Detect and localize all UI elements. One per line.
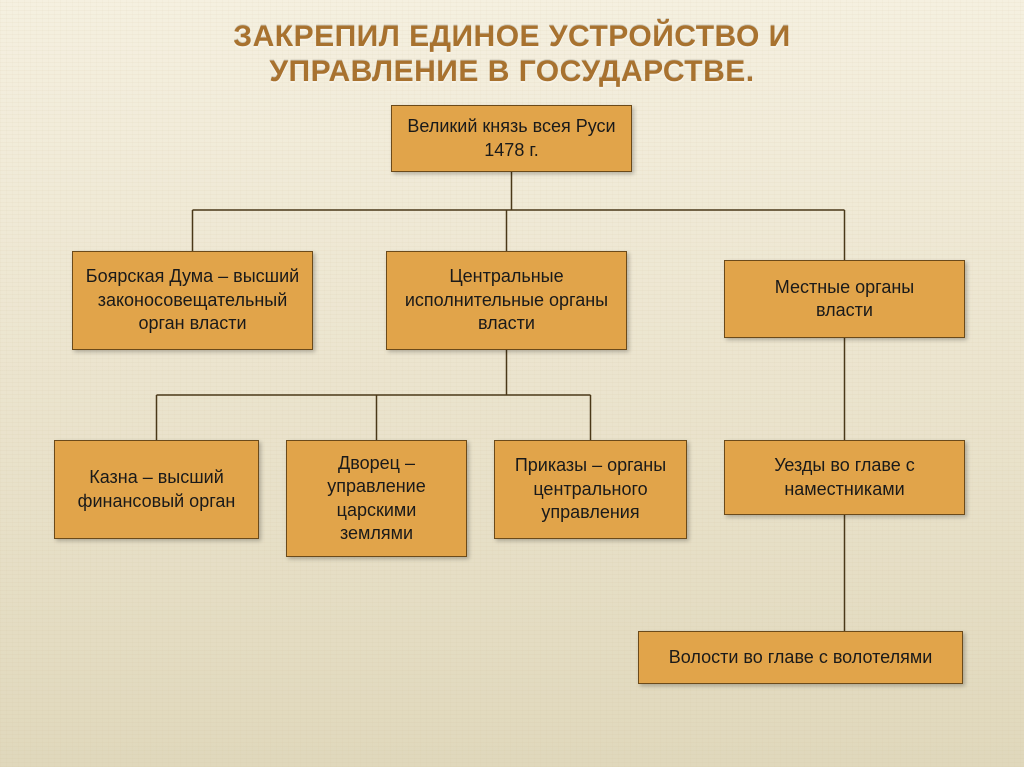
node-prikazy-l1: Приказы – органы (515, 455, 666, 475)
title-line1: ЗАКРЕПИЛ ЕДИНОЕ УСТРОЙСТВО И (233, 20, 790, 53)
node-root-l1: Великий князь всея Руси (407, 116, 615, 136)
node-root-l2: 1478 г. (484, 140, 538, 160)
node-dvorets-l2: управление (327, 476, 425, 496)
node-dvorets-l1: Дворец – (338, 453, 415, 473)
node-central-l3: власти (478, 313, 535, 333)
node-prikazy-l2: центрального (533, 479, 647, 499)
node-kazna-l1: Казна – высший (89, 467, 224, 487)
node-prikazy: Приказы – органы центрального управления (494, 440, 687, 539)
node-volosti-l1: Волости во главе с волотелями (669, 646, 933, 669)
node-uezdy: Уезды во главе с наместниками (724, 440, 965, 515)
page-title: ЗАКРЕПИЛ ЕДИНОЕ УСТРОЙСТВО И УПРАВЛЕНИЕ … (0, 0, 1024, 89)
node-central: Центральные исполнительные органы власти (386, 251, 627, 350)
node-dvorets: Дворец – управление царскими землями (286, 440, 467, 557)
node-kazna: Казна – высший финансовый орган (54, 440, 259, 539)
title-line2: УПРАВЛЕНИЕ В ГОСУДАРСТВЕ. (269, 55, 754, 88)
node-uezdy-l1: Уезды во главе с (774, 455, 915, 475)
node-dvorets-l3: царскими (337, 500, 417, 520)
node-duma-l1: Боярская Дума – высший (86, 266, 299, 286)
node-uezdy-l2: наместниками (784, 479, 904, 499)
node-dvorets-l4: землями (340, 523, 413, 543)
node-prikazy-l3: управления (541, 502, 639, 522)
node-volosti: Волости во главе с волотелями (638, 631, 963, 684)
node-duma: Боярская Дума – высший законосовещательн… (72, 251, 313, 350)
node-duma-l2: законосовещательный (98, 290, 288, 310)
node-local-l1: Местные органы (775, 277, 914, 297)
node-kazna-l2: финансовый орган (78, 491, 236, 511)
node-central-l1: Центральные (449, 266, 563, 286)
node-duma-l3: орган власти (138, 313, 246, 333)
node-root: Великий князь всея Руси 1478 г. (391, 105, 632, 172)
node-central-l2: исполнительные органы (405, 290, 608, 310)
node-local: Местные органы власти (724, 260, 965, 338)
node-local-l2: власти (816, 300, 873, 320)
